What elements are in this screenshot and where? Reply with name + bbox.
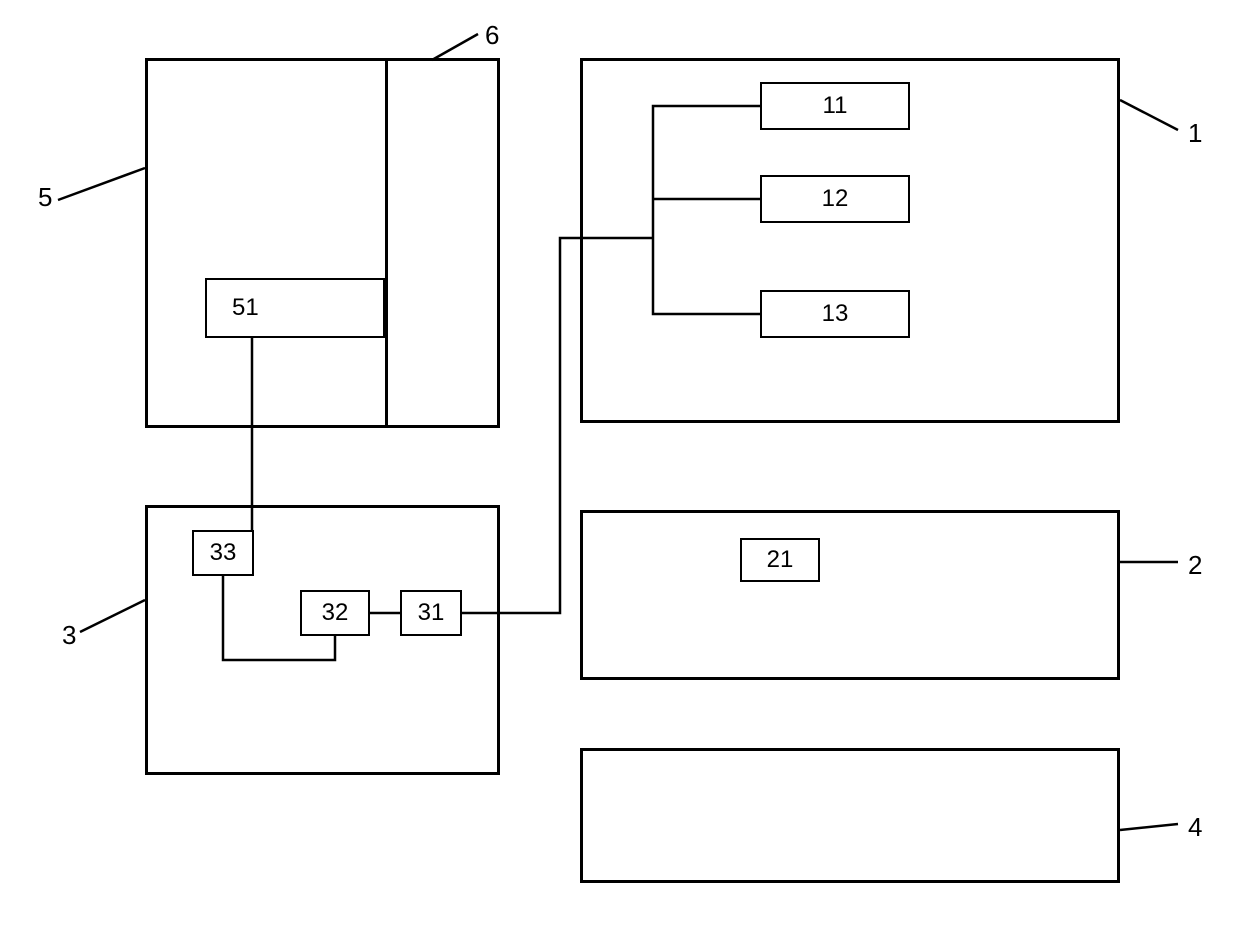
callout-label-l1: 1 [1188, 118, 1202, 149]
box-box12: 12 [760, 175, 910, 223]
callout-label-l4: 4 [1188, 812, 1202, 843]
box-box21: 21 [740, 538, 820, 582]
callout-label-l2: 2 [1188, 550, 1202, 581]
diagram-canvas: 1112132131323351123456 [0, 0, 1240, 943]
box-box11: 11 [760, 82, 910, 130]
box-block4 [580, 748, 1120, 883]
box-block2 [580, 510, 1120, 680]
box-block6 [385, 58, 500, 428]
box-box31: 31 [400, 590, 462, 636]
box-box32: 32 [300, 590, 370, 636]
callout-label-l3: 3 [62, 620, 76, 651]
box-box33: 33 [192, 530, 254, 576]
callout-label-l5: 5 [38, 182, 52, 213]
callout-label-l6: 6 [485, 20, 499, 51]
box-box51: 51 [205, 278, 385, 338]
box-box13: 13 [760, 290, 910, 338]
